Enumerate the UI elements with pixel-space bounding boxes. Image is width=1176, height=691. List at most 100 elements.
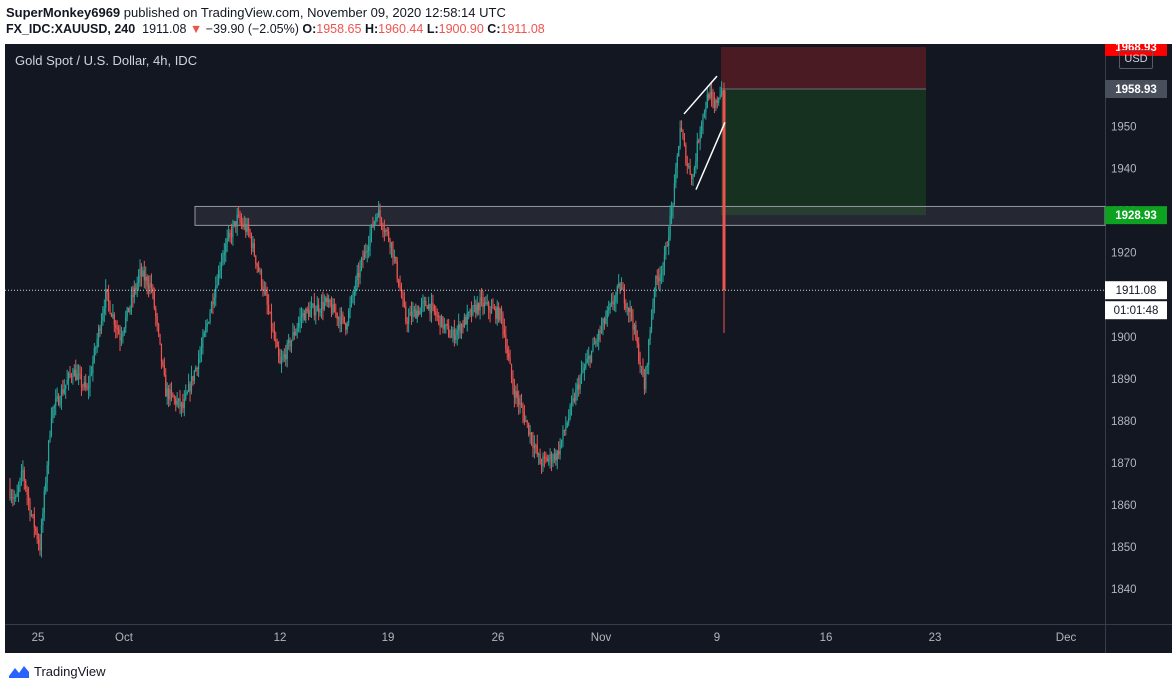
candle-body xyxy=(420,304,423,309)
candle-body xyxy=(216,285,218,287)
candle-body xyxy=(606,310,608,319)
candle-body xyxy=(435,311,437,316)
candle-body xyxy=(652,302,654,318)
candle-body xyxy=(85,382,87,388)
candle-body xyxy=(412,311,414,318)
candle-body xyxy=(365,251,367,253)
candle-body xyxy=(30,514,33,516)
candle-body xyxy=(449,336,451,338)
x-tick-label: 23 xyxy=(929,632,942,644)
candle-body xyxy=(515,391,517,398)
candle-body xyxy=(525,420,527,422)
candle-body xyxy=(669,215,671,238)
candle-body xyxy=(718,98,720,103)
candle-body xyxy=(426,305,428,309)
candle-body xyxy=(20,471,23,479)
candle-body xyxy=(599,330,601,333)
candle-body xyxy=(643,377,646,390)
candle-body xyxy=(498,306,500,321)
wedge-lower-line xyxy=(695,122,726,190)
candle-body xyxy=(615,294,617,303)
candle-body xyxy=(376,217,378,219)
candle-body xyxy=(592,343,594,351)
candle-body xyxy=(195,367,197,372)
candle-body xyxy=(698,140,700,142)
candle-body xyxy=(285,354,287,360)
candle-body xyxy=(369,234,371,247)
candle-body xyxy=(663,255,666,266)
candle-body xyxy=(322,301,324,310)
candle-body xyxy=(180,402,183,407)
candle-body xyxy=(505,334,507,349)
chart-canvas[interactable]: 1840185018601870188018901900191019201930… xyxy=(5,44,1172,653)
candle-body xyxy=(363,251,365,260)
candle-body xyxy=(179,398,181,407)
author-name[interactable]: SuperMonkey6969 xyxy=(6,5,121,20)
candle-body xyxy=(378,209,380,218)
candle-body xyxy=(675,167,677,184)
candle-body xyxy=(522,406,524,413)
candle-body xyxy=(136,282,138,290)
candle-body xyxy=(140,268,143,277)
currency-button[interactable]: USD xyxy=(1119,50,1153,69)
candle-body xyxy=(445,324,447,326)
candle-body xyxy=(676,156,678,168)
candle-body xyxy=(49,434,51,442)
candle-body xyxy=(399,286,401,290)
candle-body xyxy=(105,289,107,308)
candle-body xyxy=(516,391,518,398)
candle-body xyxy=(359,266,361,278)
candle-body xyxy=(127,307,130,313)
x-tick-label: 16 xyxy=(820,632,833,644)
candle-body xyxy=(82,386,84,388)
tradingview-logo-icon[interactable] xyxy=(8,663,30,679)
footer: TradingView xyxy=(0,653,1176,691)
candle-body xyxy=(410,311,413,318)
candle-body xyxy=(50,418,53,435)
y-tick-label: 1890 xyxy=(1111,374,1137,386)
candle-body xyxy=(425,300,427,306)
candle-body xyxy=(245,224,247,232)
y-tick-label: 1880 xyxy=(1111,416,1137,428)
candle-body xyxy=(338,317,340,320)
candle-body xyxy=(99,328,101,331)
candle-body xyxy=(233,221,235,225)
candle-body xyxy=(116,327,118,330)
candle-body xyxy=(622,287,624,289)
candle-body xyxy=(302,313,304,317)
candle-body xyxy=(589,356,591,362)
candle-body xyxy=(77,373,80,375)
candle-body xyxy=(79,373,81,375)
candle-body xyxy=(496,306,498,319)
candle-body xyxy=(40,525,43,551)
candle-body xyxy=(648,339,650,365)
candle-body xyxy=(476,303,478,314)
candle-body xyxy=(395,256,397,262)
candle-body xyxy=(452,329,454,336)
chart-title: Gold Spot / U.S. Dollar, 4h, IDC xyxy=(15,53,198,68)
candle-body xyxy=(12,497,14,499)
candle-body xyxy=(380,218,383,226)
candle-body xyxy=(235,221,237,227)
stop-loss-zone xyxy=(721,46,926,89)
candle-body xyxy=(489,309,491,313)
candle-body xyxy=(305,308,307,321)
candle-body xyxy=(360,258,363,267)
chart-frame[interactable]: 1840185018601870188018901900191019201930… xyxy=(5,44,1172,653)
candle-body xyxy=(96,339,98,348)
candle-body xyxy=(580,371,583,378)
candle-body xyxy=(423,300,425,302)
last-price: 1911.08 xyxy=(142,22,187,36)
candle-body xyxy=(382,225,384,231)
candle-body xyxy=(162,361,164,366)
candle-body xyxy=(283,354,285,358)
candle-body xyxy=(639,361,641,367)
candle-body xyxy=(202,336,204,348)
candle-body xyxy=(595,341,597,344)
tradingview-brand[interactable]: TradingView xyxy=(34,664,106,679)
publish-header: SuperMonkey6969 published on TradingView… xyxy=(0,0,1176,44)
candle-body xyxy=(582,370,584,372)
candle-body xyxy=(97,328,100,340)
price-label-last xyxy=(1105,281,1167,300)
candle-body xyxy=(386,230,388,232)
